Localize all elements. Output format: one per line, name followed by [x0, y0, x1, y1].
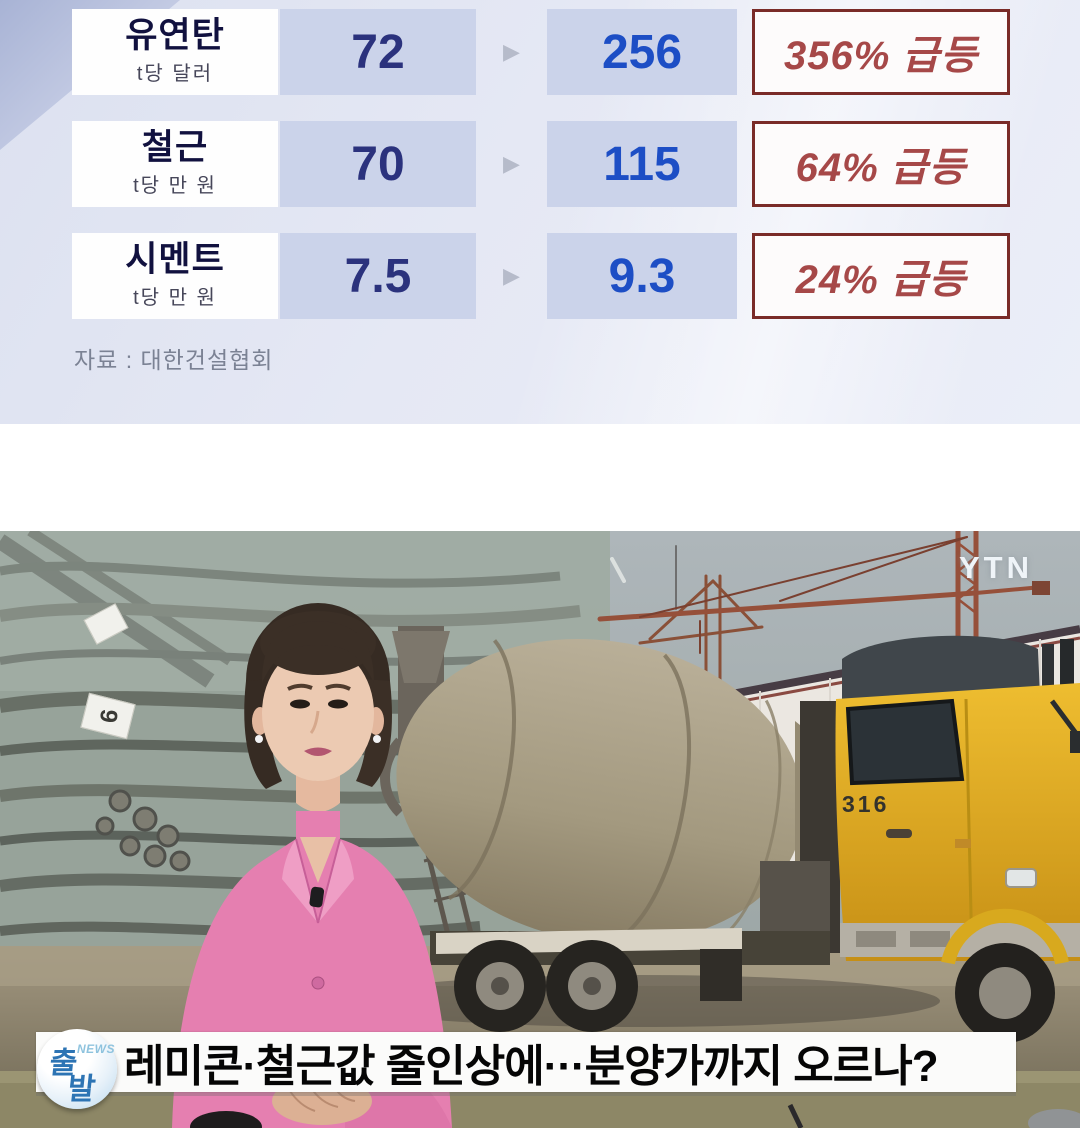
mixer-drum — [396, 639, 804, 944]
cement-mixer-truck — [380, 626, 842, 1032]
headline-banner: 레미콘·철근값 줄인상에···분양가까지 오르나? — [36, 1032, 1016, 1092]
change-badge: 24% 급등 — [752, 233, 1010, 319]
before-value: 72 — [280, 9, 476, 95]
right-arrow-icon: ▶ — [503, 263, 520, 288]
material-unit: t당 달러 — [136, 63, 214, 86]
source-credit: 자료 : 대한건설협회 — [74, 347, 274, 373]
desk-props — [190, 1103, 1080, 1128]
studio-scene — [0, 531, 1080, 1128]
broadcast-video — [0, 531, 1080, 1128]
material-name: 시멘트 — [125, 239, 225, 279]
change-badge: 356% 급등 — [752, 9, 1010, 95]
before-value: 70 — [280, 121, 476, 207]
change-badge: 64% 급등 — [752, 121, 1010, 207]
tower-cranes — [597, 531, 1050, 698]
program-logo-news-text: NEWS — [77, 1042, 115, 1056]
table-row-cement: 시멘트 t당 만 원 7.5 ▶ 9.3 24% 급등 — [0, 233, 1080, 319]
after-value: 115 — [547, 121, 737, 207]
after-value: 256 — [547, 9, 737, 95]
truck-number-label: 316 — [842, 791, 890, 817]
after-value: 9.3 — [547, 233, 737, 319]
material-unit: t당 만 원 — [133, 175, 217, 198]
right-arrow-icon: ▶ — [503, 151, 520, 176]
material-label: 유연탄 t당 달러 — [72, 9, 278, 95]
table-row-coal: 유연탄 t당 달러 72 ▶ 256 356% 급등 — [0, 9, 1080, 95]
program-logo-char2: 발 — [65, 1073, 97, 1106]
material-name: 철근 — [141, 127, 209, 167]
right-arrow-icon: ▶ — [503, 39, 520, 64]
news-chulbal-program-logo: NEWS 출 발 — [37, 1029, 117, 1109]
lapel-microphone — [309, 886, 325, 908]
before-value: 7.5 — [280, 233, 476, 319]
material-name: 유연탄 — [125, 15, 225, 55]
truck-wheels — [454, 940, 638, 1032]
table-row-rebar: 철근 t당 만 원 70 ▶ 115 64% 급등 — [0, 121, 1080, 207]
headline-text: 레미콘·철근값 줄인상에···분양가까지 오르나? — [124, 1042, 939, 1091]
material-label: 철근 t당 만 원 — [72, 121, 278, 207]
truck-cab — [835, 635, 1080, 1043]
material-label: 시멘트 t당 만 원 — [72, 233, 278, 319]
materials-price-table: 유연탄 t당 달러 72 ▶ 256 356% 급등 철근 t당 만 원 70 … — [0, 0, 1080, 424]
ytn-channel-logo: YTN — [959, 550, 1033, 585]
material-unit: t당 만 원 — [133, 287, 217, 310]
